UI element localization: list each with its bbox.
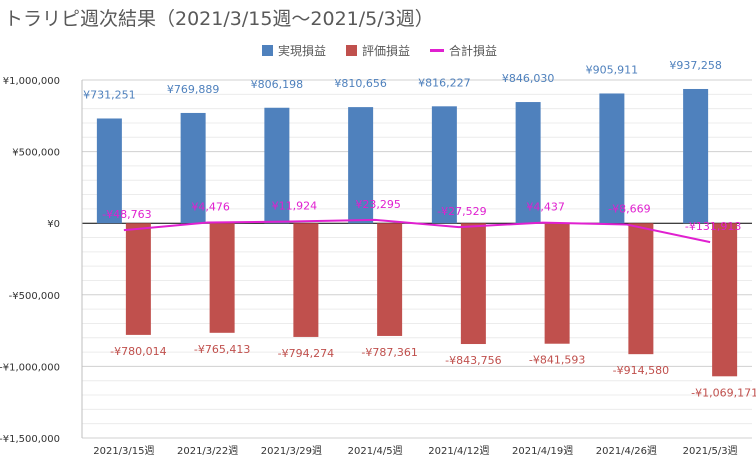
data-label-unrealized: -¥787,361 — [361, 346, 417, 359]
legend-item-total: 合計損益 — [430, 42, 497, 59]
data-label-unrealized: -¥794,274 — [278, 347, 334, 360]
bar-unrealized — [125, 223, 151, 335]
legend-item-unrealized: 評価損益 — [346, 42, 410, 59]
bar-unrealized — [209, 223, 235, 333]
bar-unrealized — [460, 223, 486, 345]
bar-unrealized — [293, 223, 319, 337]
x-tick-label: 2021/4/5週 — [348, 445, 403, 457]
x-tick-label: 2021/4/12週 — [428, 445, 489, 457]
bar-realized — [348, 107, 374, 224]
legend-swatch-unrealized — [346, 45, 358, 56]
data-label-total: ¥11,924 — [272, 199, 318, 212]
data-label-realized: ¥937,258 — [669, 59, 722, 72]
bar-realized — [431, 106, 457, 224]
data-label-total: ¥23,295 — [355, 198, 401, 211]
data-label-total: -¥8,669 — [608, 202, 650, 215]
data-label-realized: ¥769,889 — [167, 83, 220, 96]
legend-item-realized: 実現損益 — [262, 42, 326, 59]
data-label-realized: ¥731,251 — [83, 88, 136, 101]
x-tick-label: 2021/5/3週 — [683, 445, 738, 457]
y-tick-label: -¥1,000,000 — [0, 362, 60, 373]
data-label-unrealized: -¥765,413 — [194, 343, 250, 356]
data-label-unrealized: -¥1,069,171 — [691, 386, 756, 399]
data-label-realized: ¥810,656 — [334, 77, 387, 90]
data-label-realized: ¥816,227 — [418, 76, 471, 89]
legend: 実現損益 評価損益 合計損益 — [262, 42, 497, 59]
line-total — [123, 218, 711, 244]
bar-realized — [264, 107, 290, 224]
data-label-unrealized: -¥914,580 — [613, 364, 669, 377]
bar-unrealized — [544, 223, 570, 344]
x-tick-label: 2021/3/22週 — [177, 445, 238, 457]
y-tick-label: -¥1,500,000 — [0, 434, 60, 445]
y-tick-label: ¥0 — [47, 219, 60, 230]
bar-realized — [180, 112, 206, 224]
data-label-total: ¥4,476 — [191, 201, 230, 214]
x-tick-label: 2021/4/19週 — [512, 445, 573, 457]
legend-swatch-total — [430, 49, 445, 52]
bar-realized — [515, 102, 541, 224]
legend-label-unrealized: 評価損益 — [362, 44, 411, 58]
data-label-total: -¥131,913 — [685, 220, 741, 233]
y-tick-label: -¥500,000 — [9, 291, 60, 302]
bar-unrealized — [712, 223, 738, 377]
data-label-total: -¥27,529 — [437, 205, 486, 218]
bar-unrealized — [377, 223, 403, 336]
bar-realized — [683, 88, 709, 224]
chart-title: トラリピ週次結果（2021/3/15週～2021/5/3週） — [4, 8, 434, 30]
data-label-total: ¥4,437 — [526, 201, 565, 214]
legend-label-total: 合計損益 — [449, 44, 498, 58]
data-label-unrealized: -¥780,014 — [110, 345, 166, 358]
y-tick-label: ¥1,000,000 — [3, 76, 60, 87]
data-label-realized: ¥846,030 — [502, 72, 555, 85]
y-tick-label: ¥500,000 — [12, 148, 60, 159]
data-label-realized: ¥806,198 — [251, 78, 304, 91]
data-label-realized: ¥905,911 — [586, 63, 639, 76]
data-label-unrealized: -¥841,593 — [529, 354, 585, 367]
bar-realized — [96, 118, 122, 224]
bar-unrealized — [628, 223, 654, 355]
x-tick-label: 2021/4/26週 — [596, 445, 657, 457]
x-tick-label: 2021/3/15週 — [93, 445, 154, 457]
x-tick-label: 2021/3/29週 — [261, 445, 322, 457]
data-label-unrealized: -¥843,756 — [445, 354, 501, 367]
legend-label-realized: 実現損益 — [278, 44, 327, 58]
data-label-total: -¥48,763 — [102, 208, 151, 221]
legend-swatch-realized — [262, 45, 273, 56]
bar-realized — [599, 93, 625, 224]
